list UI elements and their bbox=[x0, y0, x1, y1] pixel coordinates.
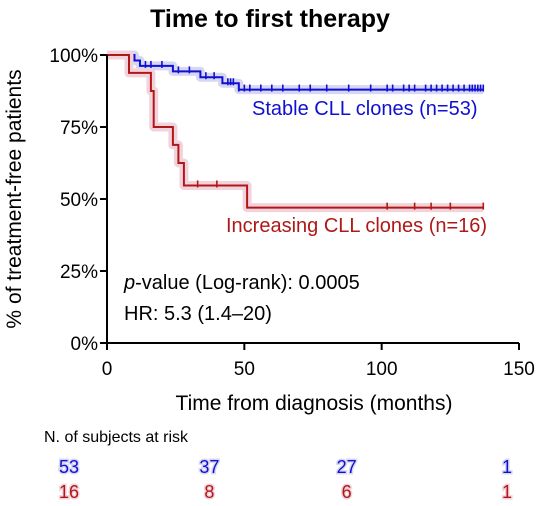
increasing-at-risk-value: 16 bbox=[59, 482, 79, 502]
x-tick-label: 150 bbox=[503, 359, 535, 380]
risk-table-header: N. of subjects at risk bbox=[44, 429, 189, 446]
y-tick-label: 0% bbox=[71, 334, 99, 355]
x-tick-label: 0 bbox=[102, 359, 113, 380]
stable-curve-highlight bbox=[107, 50, 484, 95]
increasing-series-label: Increasing CLL clones (n=16) bbox=[226, 215, 487, 237]
pvalue-italic: p bbox=[123, 272, 135, 294]
stable-at-risk-value: 27 bbox=[337, 457, 357, 477]
increasing-at-risk-value: 1 bbox=[502, 482, 512, 502]
pvalue-annotation: p-value (Log-rank): 0.0005 bbox=[123, 272, 360, 294]
increasing-at-risk-value: 8 bbox=[204, 482, 214, 502]
y-tick-label: 50% bbox=[60, 190, 98, 211]
ticks-group: 0% 25% 50% 75% 100% 0 50 100 150 bbox=[49, 46, 534, 380]
x-axis-label: Time from diagnosis (months) bbox=[176, 392, 453, 415]
hr-annotation: HR: 5.3 (1.4–20) bbox=[124, 303, 272, 325]
y-tick-label: 25% bbox=[60, 262, 98, 283]
stable-series-label: Stable CLL clones (n=53) bbox=[252, 98, 478, 120]
increasing-at-risk-value: 6 bbox=[342, 482, 352, 502]
y-axis-label: % of treatment-free patients bbox=[3, 69, 26, 328]
x-tick-label: 100 bbox=[366, 359, 398, 380]
chart-title: Time to first therapy bbox=[150, 5, 390, 33]
stable-at-risk-value: 1 bbox=[502, 457, 512, 477]
increasing-curve bbox=[107, 54, 484, 209]
curves-group bbox=[107, 50, 485, 213]
y-tick-label: 100% bbox=[49, 46, 98, 67]
y-tick-label: 75% bbox=[60, 118, 98, 139]
stable-curve bbox=[107, 54, 484, 91]
x-tick-label: 50 bbox=[234, 359, 255, 380]
pvalue-text: -value (Log-rank): 0.0005 bbox=[135, 272, 360, 294]
increasing-curve-highlight bbox=[107, 50, 484, 213]
risk-table: 53 37 27 1 16 8 6 1 bbox=[57, 456, 513, 504]
stable-at-risk-value: 53 bbox=[59, 457, 79, 477]
stable-at-risk-value: 37 bbox=[199, 457, 219, 477]
